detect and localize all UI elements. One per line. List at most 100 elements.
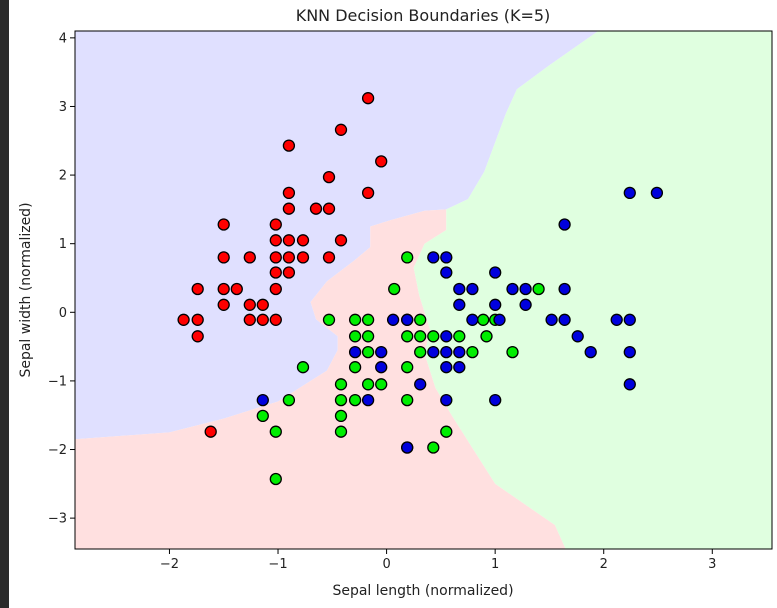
point-series-2 [489, 393, 502, 407]
point-series-1 [361, 330, 375, 343]
y-axis-ticks: −3 −2 −1 0 1 2 3 4 [48, 31, 75, 527]
point-series-1 [348, 361, 362, 374]
point-series-2 [401, 441, 414, 454]
y-tick-label: 4 [59, 31, 67, 46]
point-series-2 [623, 378, 636, 391]
point-series-0 [282, 234, 296, 247]
point-series-1 [361, 313, 375, 326]
point-series-0 [269, 234, 282, 247]
point-series-2 [414, 378, 427, 391]
point-series-1 [361, 378, 375, 391]
point-series-2 [348, 345, 362, 359]
point-series-2 [386, 313, 400, 326]
point-series-2 [466, 313, 479, 326]
point-series-2 [650, 186, 664, 200]
point-series-1 [348, 313, 362, 326]
point-series-2 [440, 393, 453, 407]
point-series-0 [177, 313, 190, 326]
point-series-0 [243, 251, 256, 264]
point-series-2 [545, 313, 558, 326]
point-series-1 [334, 409, 348, 423]
y-tick-label: 1 [59, 237, 67, 252]
point-series-1 [269, 472, 282, 486]
y-axis-label: Sepal width (normalized) [18, 202, 34, 377]
point-series-1 [401, 251, 414, 264]
point-series-0 [269, 266, 282, 279]
point-series-0 [243, 298, 256, 311]
point-series-1 [334, 378, 348, 391]
region-red [75, 209, 566, 549]
y-tick-label: 0 [59, 306, 67, 321]
point-series-2 [440, 345, 453, 359]
point-series-0 [334, 234, 348, 247]
x-tick-label: 2 [600, 557, 608, 572]
point-series-1 [401, 330, 414, 343]
point-series-2 [519, 298, 532, 311]
data-points [177, 92, 664, 486]
point-series-0 [269, 282, 282, 296]
point-series-1 [388, 282, 401, 296]
point-series-1 [375, 378, 388, 391]
point-series-1 [532, 282, 545, 296]
point-series-1 [401, 361, 414, 374]
point-series-1 [348, 393, 362, 407]
point-series-2 [427, 251, 440, 264]
point-series-1 [414, 313, 427, 326]
point-series-0 [256, 298, 269, 311]
point-series-2 [623, 345, 636, 359]
point-series-0 [361, 92, 375, 105]
point-series-2 [558, 218, 571, 231]
x-axis-label: Sepal length (normalized) [332, 583, 513, 599]
x-axis-ticks: −2 −1 0 1 2 3 [160, 549, 716, 572]
point-series-0 [191, 282, 204, 296]
point-series-1 [440, 425, 453, 438]
point-series-0 [269, 251, 282, 264]
y-tick-label: 3 [59, 100, 67, 115]
point-series-2 [558, 313, 571, 326]
point-series-1 [282, 393, 296, 407]
point-series-1 [480, 330, 493, 343]
point-series-0 [334, 123, 348, 136]
point-series-1 [453, 330, 466, 343]
point-series-0 [282, 266, 296, 279]
point-series-1 [322, 313, 336, 326]
point-series-0 [375, 155, 388, 168]
point-series-0 [269, 313, 282, 326]
x-tick-label: −2 [160, 557, 179, 572]
point-series-2 [610, 313, 623, 326]
x-tick-label: 3 [708, 557, 716, 572]
point-series-0 [282, 202, 296, 215]
point-series-2 [453, 298, 466, 311]
point-series-2 [489, 298, 502, 311]
point-series-2 [623, 313, 636, 326]
x-tick-label: 0 [382, 557, 390, 572]
point-series-2 [571, 330, 584, 343]
point-series-2 [427, 345, 440, 359]
x-tick-label: −1 [268, 557, 287, 572]
point-series-2 [256, 393, 269, 407]
point-series-2 [453, 361, 466, 374]
y-tick-label: 2 [59, 169, 67, 184]
point-series-2 [453, 345, 466, 359]
point-series-2 [440, 361, 453, 374]
point-series-0 [256, 313, 269, 326]
point-series-0 [204, 425, 217, 438]
decision-regions [75, 31, 772, 549]
point-series-1 [414, 345, 427, 359]
x-tick-label: 1 [491, 557, 499, 572]
y-tick-label: −2 [48, 443, 67, 458]
point-series-0 [217, 251, 230, 264]
point-series-2 [453, 282, 466, 296]
point-series-0 [282, 251, 296, 264]
point-series-0 [309, 202, 323, 215]
point-series-2 [506, 282, 519, 296]
chart-title: KNN Decision Boundaries (K=5) [296, 6, 551, 25]
point-series-2 [440, 330, 453, 343]
point-series-0 [191, 330, 204, 343]
region-green [413, 31, 772, 549]
point-series-2 [623, 186, 636, 200]
point-series-1 [334, 425, 348, 438]
point-series-1 [256, 409, 269, 423]
point-series-0 [282, 186, 296, 200]
